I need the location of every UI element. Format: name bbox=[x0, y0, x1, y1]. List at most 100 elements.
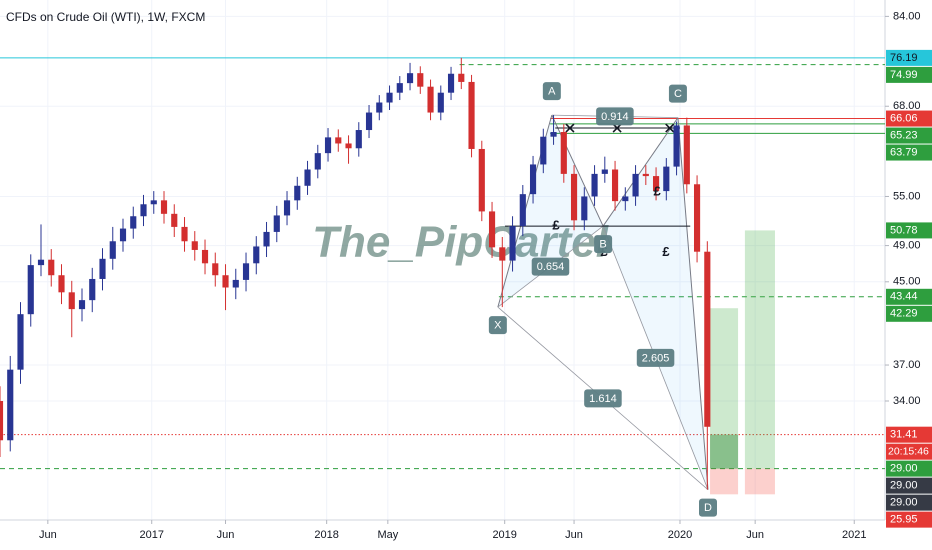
candle-body bbox=[509, 226, 516, 261]
candle-body bbox=[68, 292, 75, 310]
ratio-label-text: 0.654 bbox=[537, 261, 565, 273]
pattern-leg bbox=[551, 114, 604, 227]
price-label: 29.00 bbox=[890, 497, 918, 509]
ratio-label-box bbox=[584, 389, 622, 408]
cross-mark bbox=[665, 123, 675, 133]
pattern-point-box bbox=[699, 498, 717, 517]
candle-body bbox=[294, 185, 301, 201]
symbol: £ bbox=[552, 218, 560, 233]
symbol: £ bbox=[653, 183, 661, 198]
pattern-point-text: A bbox=[548, 85, 556, 97]
price-label: 63.79 bbox=[890, 146, 918, 158]
candle-body bbox=[406, 73, 414, 84]
candle-body bbox=[48, 259, 55, 276]
candle-body bbox=[693, 184, 701, 252]
y-tick-label: 37.00 bbox=[893, 359, 921, 371]
candle-body bbox=[99, 258, 106, 279]
ratio-label-text: 1.614 bbox=[589, 393, 617, 405]
candle-body bbox=[181, 226, 188, 242]
pattern-point-text: B bbox=[599, 238, 606, 250]
pattern-area bbox=[603, 117, 708, 490]
candle-body bbox=[273, 215, 280, 232]
pattern-point: X bbox=[488, 316, 507, 335]
candle-body bbox=[663, 166, 670, 192]
candle-body bbox=[447, 73, 455, 93]
price-label-box bbox=[886, 288, 932, 305]
x-tick-label: May bbox=[377, 529, 398, 541]
x-tick-label: Jun bbox=[217, 529, 235, 541]
x-tick-label: Jun bbox=[565, 529, 583, 541]
candle-body bbox=[704, 251, 711, 427]
candle-body bbox=[386, 92, 393, 103]
pattern-point-text: C bbox=[674, 88, 682, 100]
candle-body bbox=[652, 176, 660, 192]
candle-body bbox=[560, 132, 567, 174]
pattern-point: C bbox=[668, 84, 687, 103]
price-label-box bbox=[886, 144, 932, 161]
candle-body bbox=[130, 216, 137, 229]
candle-body bbox=[570, 173, 578, 221]
pattern-point-box bbox=[542, 82, 561, 101]
candle-body bbox=[468, 81, 475, 149]
price-label: 65.23 bbox=[890, 129, 918, 141]
price-label: 29.00 bbox=[890, 463, 918, 475]
price-label: 42.29 bbox=[890, 308, 918, 320]
candle-body bbox=[58, 275, 65, 293]
candle-body bbox=[119, 228, 127, 242]
pattern-area bbox=[497, 115, 604, 308]
price-label: 43.44 bbox=[890, 291, 918, 303]
price-label-box bbox=[886, 511, 932, 528]
candle-body bbox=[683, 125, 690, 185]
candle-body bbox=[611, 169, 619, 202]
price-label-box bbox=[886, 66, 932, 83]
pattern-point-box bbox=[594, 235, 613, 254]
candle-body bbox=[417, 73, 424, 87]
price-label-box bbox=[886, 49, 932, 66]
ratio-label-box bbox=[636, 348, 675, 367]
target-zone bbox=[744, 230, 775, 469]
cross-mark bbox=[565, 123, 575, 133]
ratio-label: 0.654 bbox=[531, 257, 570, 276]
candle-body bbox=[160, 200, 168, 214]
pattern-point-box bbox=[488, 316, 507, 335]
open-profit bbox=[710, 434, 739, 469]
target-zone bbox=[710, 308, 739, 469]
ratio-label-box bbox=[596, 107, 634, 126]
candle-body bbox=[212, 263, 219, 276]
candle-body bbox=[304, 169, 311, 186]
pattern-point: A bbox=[542, 82, 561, 101]
price-label-box bbox=[886, 305, 932, 322]
stop-zone bbox=[710, 468, 739, 495]
candle-body bbox=[253, 246, 260, 264]
x-tick-label: 2020 bbox=[668, 529, 692, 541]
y-tick-label: 55.00 bbox=[893, 190, 921, 202]
x-tick-label: 2019 bbox=[492, 529, 516, 541]
pattern-leg bbox=[677, 117, 709, 490]
candle-body bbox=[396, 83, 403, 93]
candle-body bbox=[642, 173, 649, 177]
pattern-point-text: X bbox=[494, 320, 502, 332]
candle-body bbox=[109, 241, 116, 259]
candle-body bbox=[622, 196, 629, 202]
candle-body bbox=[478, 148, 485, 212]
ratio-label: 1.614 bbox=[584, 389, 622, 408]
ratio-label: 0.914 bbox=[596, 107, 634, 126]
candle-body bbox=[499, 247, 506, 261]
candle-body bbox=[324, 137, 332, 154]
candle-body bbox=[376, 102, 383, 113]
candle-body bbox=[7, 369, 14, 441]
candle-body bbox=[232, 279, 239, 288]
price-label: 76.19 bbox=[890, 52, 918, 64]
candle-body bbox=[437, 92, 444, 113]
candle-body bbox=[0, 400, 4, 441]
y-tick-label: 49.00 bbox=[893, 239, 921, 251]
candle-body bbox=[550, 132, 557, 137]
symbol: £ bbox=[662, 244, 670, 259]
candle-body bbox=[242, 263, 250, 280]
x-tick-label: 2018 bbox=[314, 529, 338, 541]
pattern-point: D bbox=[699, 498, 717, 517]
price-label: 25.95 bbox=[890, 514, 918, 526]
price-label: 66.06 bbox=[890, 112, 918, 124]
candle-body bbox=[263, 231, 270, 247]
